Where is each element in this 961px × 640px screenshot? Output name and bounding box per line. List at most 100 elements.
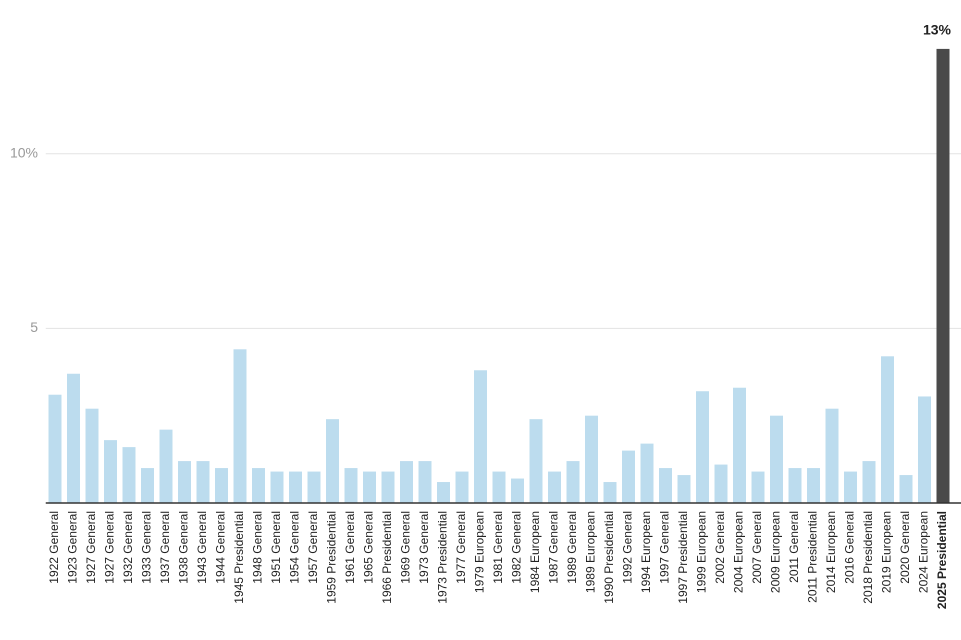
x-tick-label: 1933 General: [140, 511, 154, 584]
x-tick-label: 1948 General: [251, 511, 265, 584]
x-tick-label: 1969 General: [399, 511, 413, 584]
x-tick-label: 1977 General: [454, 511, 468, 584]
bar: [566, 461, 580, 503]
bar: [196, 461, 210, 503]
x-tick-label: 1989 European: [584, 511, 598, 593]
x-tick-label: 1961 General: [343, 511, 357, 584]
x-tick-label: 2007 General: [750, 511, 764, 584]
x-tick-label: 2024 European: [917, 511, 931, 593]
x-tick-label: 2020 General: [898, 511, 912, 584]
bar: [492, 471, 506, 503]
x-tick-label: 1997 Presidential: [676, 511, 690, 604]
x-tick-label: 1989 General: [565, 511, 579, 584]
x-tick-label: 1965 General: [362, 511, 376, 584]
x-tick-label: 2014 European: [824, 511, 838, 593]
x-tick-label: 1973 General: [417, 511, 431, 584]
x-tick-label: 2018 Presidential: [861, 511, 875, 604]
bar: [270, 471, 284, 503]
x-tick-label: 1959 Presidential: [325, 511, 339, 604]
x-tick-label: 2011 Presidential: [806, 511, 820, 603]
x-tick-label: 2009 European: [769, 511, 783, 593]
bar: [881, 356, 894, 503]
x-tick-label: 1997 General: [658, 511, 672, 584]
bar: [67, 373, 80, 503]
x-tick-label: 1984 European: [528, 511, 542, 593]
bar: [788, 468, 802, 503]
x-tick-label: 1966 Presidential: [380, 511, 394, 604]
bar: [307, 471, 321, 503]
x-tick-label: 1945 Presidential: [232, 511, 246, 604]
x-tick-label: 1923 General: [66, 511, 80, 584]
bar: [122, 447, 136, 503]
bar: [178, 461, 191, 503]
x-tick-label: 1932 General: [121, 511, 135, 584]
x-tick-label: 2025 Presidential: [935, 511, 949, 609]
bar: [85, 408, 99, 503]
bar: [529, 419, 543, 503]
bar: [751, 471, 765, 503]
x-tick-label: 1954 General: [288, 511, 302, 584]
x-tick-label: 1943 General: [195, 511, 209, 584]
bar: [696, 391, 709, 503]
bar: [548, 471, 561, 503]
x-tick-label: 1927 General: [103, 511, 117, 584]
bar: [159, 429, 173, 503]
bar: [825, 408, 839, 503]
bar: [215, 468, 228, 503]
x-tick-label: 1937 General: [158, 511, 172, 584]
bar: [659, 468, 672, 503]
value-label: 13%: [923, 22, 952, 38]
bar: [363, 471, 376, 503]
x-tick-label: 1973 Presidential: [436, 511, 450, 604]
bar: [714, 464, 728, 503]
bar: [918, 396, 931, 503]
bar: [400, 461, 413, 503]
bar: [326, 419, 339, 503]
x-tick-label: 1982 General: [510, 511, 524, 584]
bar: [289, 471, 302, 503]
x-tick-label: 1987 General: [547, 511, 561, 584]
bar: [233, 349, 247, 503]
x-tick-label: 2004 European: [732, 511, 746, 593]
bar: [437, 482, 450, 503]
x-tick-label: 1981 General: [491, 511, 505, 584]
x-tick-label: 2016 General: [843, 511, 857, 584]
bar: [936, 48, 950, 504]
x-tick-label: 1992 General: [621, 511, 635, 584]
bar: [474, 370, 487, 503]
x-tick-label: 1957 General: [306, 511, 320, 584]
bar: [677, 475, 691, 503]
x-tick-label: 1990 Presidential: [602, 511, 616, 604]
x-tick-label: 1994 European: [639, 511, 653, 593]
x-tick-label: 1927 General: [84, 511, 98, 584]
x-tick-label: 1979 European: [473, 511, 487, 593]
y-tick-label: 10%: [10, 144, 38, 160]
bar: [844, 471, 857, 503]
x-tick-label: 2019 European: [880, 511, 894, 593]
x-tick-label: 2011 General: [787, 511, 801, 583]
x-tick-label: 1938 General: [177, 511, 191, 584]
bar: [381, 471, 395, 503]
bar: [141, 468, 154, 503]
x-tick-label: 1951 General: [269, 511, 283, 584]
bar: [807, 468, 820, 503]
bar: [862, 461, 876, 503]
y-tick-label: 5: [30, 319, 38, 335]
bar: [770, 415, 783, 503]
bar: [104, 440, 117, 503]
bar: [418, 461, 432, 503]
bar: [585, 415, 598, 503]
x-tick-label: 1999 European: [695, 511, 709, 593]
x-tick-label: 2002 General: [713, 511, 727, 584]
bar: [733, 387, 746, 503]
bar: [48, 394, 62, 503]
bar: [899, 475, 913, 503]
x-tick-label: 1922 General: [47, 511, 61, 584]
bar: [455, 471, 469, 503]
bar: [344, 468, 358, 503]
bar: [511, 478, 524, 503]
bar: [640, 443, 654, 503]
bar: [603, 482, 617, 503]
bar: [622, 450, 635, 503]
